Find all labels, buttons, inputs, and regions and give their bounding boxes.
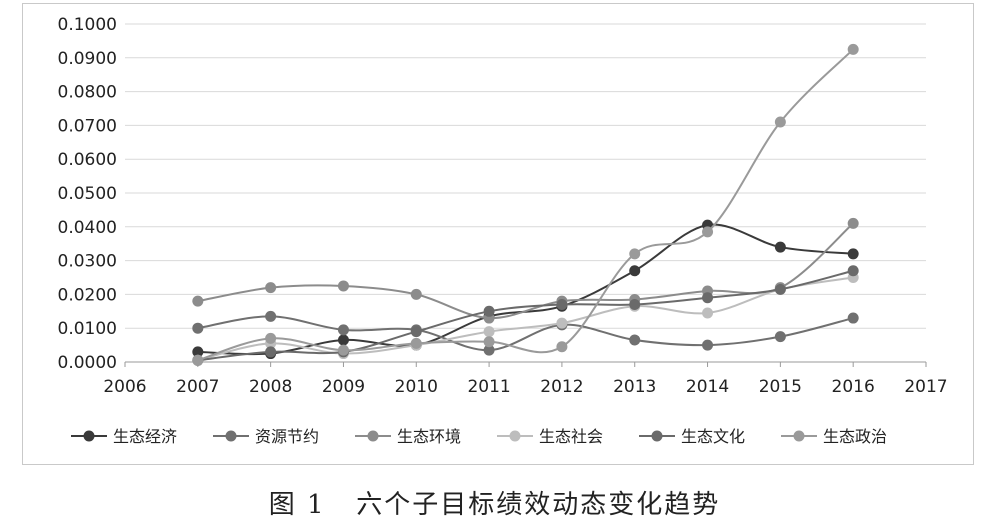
- legend-item: 生态政治: [781, 427, 887, 446]
- legend-label: 生态经济: [113, 427, 177, 446]
- legend-item: 生态环境: [355, 427, 461, 446]
- legend-item: 资源节约: [213, 427, 319, 446]
- legend-label: 生态文化: [681, 427, 745, 446]
- gridlines: [125, 23, 926, 329]
- x-tick-label: 2014: [686, 377, 729, 397]
- x-tick-label: 2016: [832, 377, 875, 397]
- figure-caption: 图 1 六个子目标绩效动态变化趋势: [268, 490, 721, 520]
- series-line: [197, 276, 854, 362]
- data-point: [192, 322, 204, 334]
- data-point: [337, 344, 349, 356]
- x-tick-label: 2017: [904, 377, 947, 397]
- data-point: [847, 265, 859, 277]
- data-point: [774, 116, 786, 128]
- data-point: [702, 226, 714, 238]
- series-line: [197, 48, 854, 362]
- data-point: [192, 295, 204, 307]
- x-tick-label: 2008: [249, 377, 292, 397]
- y-tick-label: 0.0900: [58, 49, 117, 69]
- x-tick-label: 2010: [395, 377, 438, 397]
- data-point: [483, 305, 495, 317]
- data-point: [483, 326, 495, 338]
- data-point: [556, 341, 568, 353]
- x-tick-label: 2011: [467, 377, 510, 397]
- data-point: [410, 337, 422, 349]
- series-lines: [192, 43, 859, 366]
- y-tick-label: 0.0200: [58, 285, 117, 305]
- data-point: [847, 312, 859, 324]
- data-point: [337, 334, 349, 346]
- data-point: [629, 334, 641, 346]
- legend-label: 生态环境: [397, 427, 461, 446]
- x-tick-label: 2009: [322, 377, 365, 397]
- data-point: [410, 326, 422, 338]
- legend-item: 生态社会: [497, 427, 603, 446]
- data-point: [556, 317, 568, 329]
- legend-item: 生态文化: [639, 427, 745, 446]
- data-point: [847, 217, 859, 229]
- data-point: [337, 280, 349, 292]
- y-tick-label: 0.0500: [58, 184, 117, 204]
- data-point: [629, 299, 641, 311]
- y-tick-label: 0.0800: [58, 83, 117, 103]
- data-point: [265, 310, 277, 322]
- y-tick-label: 0.0400: [58, 218, 117, 238]
- x-tick-label: 2007: [176, 377, 219, 397]
- series-line: [197, 315, 854, 352]
- data-point: [265, 346, 277, 358]
- x-tick-label: 2006: [103, 377, 146, 397]
- legend-marker: [651, 430, 663, 442]
- data-point: [847, 43, 859, 55]
- y-tick-label: 0.0300: [58, 252, 117, 272]
- x-tick-label: 2015: [759, 377, 802, 397]
- series-line: [197, 223, 854, 356]
- data-point: [337, 324, 349, 336]
- y-tick-label: 0.0100: [58, 319, 117, 339]
- legend-marker: [509, 430, 521, 442]
- y-tick-label: 0.1000: [58, 15, 117, 35]
- series-line: [197, 269, 854, 362]
- data-point: [410, 288, 422, 300]
- data-point: [192, 354, 204, 366]
- data-point: [774, 283, 786, 295]
- data-point: [774, 241, 786, 253]
- data-point: [847, 248, 859, 260]
- data-point: [774, 331, 786, 343]
- data-point: [702, 339, 714, 351]
- chart-frame: 0.0000 0.0100 0.0200 0.0300 0.0400 0.0500 0.06…: [22, 3, 974, 465]
- data-point: [629, 248, 641, 260]
- data-point: [483, 344, 495, 356]
- data-point: [702, 292, 714, 304]
- y-tick-label: 0.0600: [58, 150, 117, 170]
- data-point: [483, 336, 495, 348]
- legend-label: 生态社会: [539, 427, 603, 446]
- data-point: [556, 299, 568, 311]
- legend-marker: [225, 430, 237, 442]
- data-point: [192, 346, 204, 358]
- legend: 生态经济 资源节约 生态环境 生态社会 生态文化 生态政治: [71, 427, 887, 446]
- x-tick-label: 2012: [540, 377, 583, 397]
- legend-marker: [83, 430, 95, 442]
- y-tick-label: 0.0000: [58, 353, 117, 373]
- line-chart: 0.0000 0.0100 0.0200 0.0300 0.0400 0.0500 0.06…: [58, 15, 948, 446]
- data-point: [265, 332, 277, 344]
- legend-label: 生态政治: [823, 427, 887, 446]
- x-tick-label: 2013: [613, 377, 656, 397]
- legend-marker: [367, 430, 379, 442]
- legend-marker: [793, 430, 805, 442]
- data-point: [702, 307, 714, 319]
- legend-item: 生态经济: [71, 427, 177, 446]
- data-point: [265, 282, 277, 294]
- legend-label: 资源节约: [255, 427, 319, 446]
- series-6: [192, 43, 859, 366]
- y-tick-label: 0.0700: [58, 116, 117, 136]
- axes: 0.0000 0.0100 0.0200 0.0300 0.0400 0.0500 0.06…: [58, 15, 948, 397]
- data-point: [629, 265, 641, 277]
